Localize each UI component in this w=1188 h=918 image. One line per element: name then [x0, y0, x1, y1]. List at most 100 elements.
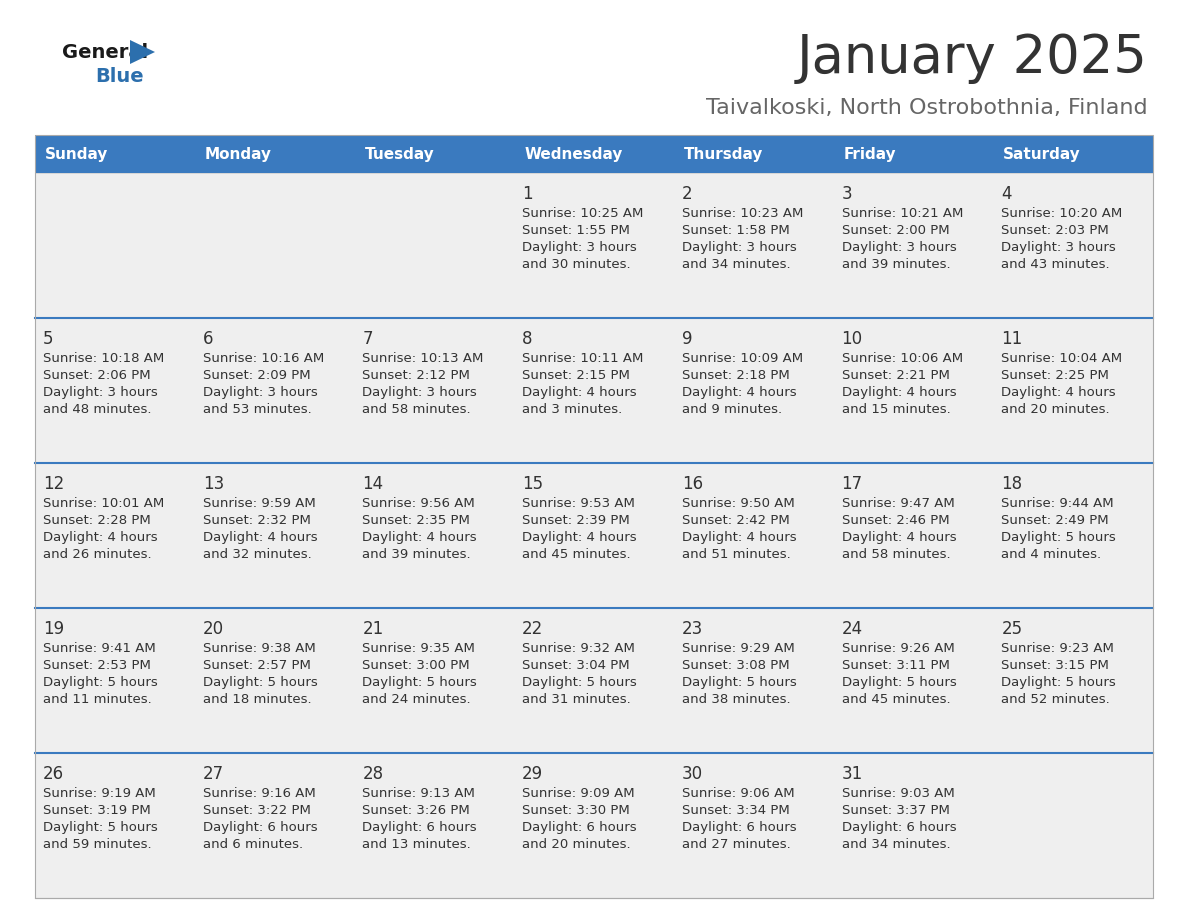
Text: Sunrise: 9:29 AM: Sunrise: 9:29 AM — [682, 642, 795, 655]
Text: and 30 minutes.: and 30 minutes. — [523, 258, 631, 271]
Text: Sunrise: 9:23 AM: Sunrise: 9:23 AM — [1001, 642, 1114, 655]
Text: 29: 29 — [523, 765, 543, 783]
Text: January 2025: January 2025 — [797, 32, 1148, 84]
Bar — [514, 608, 674, 753]
Bar — [514, 753, 674, 898]
Text: Daylight: 4 hours: Daylight: 4 hours — [523, 386, 637, 399]
Bar — [834, 173, 993, 318]
Text: Daylight: 6 hours: Daylight: 6 hours — [203, 821, 317, 834]
Text: 18: 18 — [1001, 475, 1023, 493]
Text: Sunset: 2:46 PM: Sunset: 2:46 PM — [841, 514, 949, 527]
Text: Taivalkoski, North Ostrobothnia, Finland: Taivalkoski, North Ostrobothnia, Finland — [707, 98, 1148, 118]
Text: and 39 minutes.: and 39 minutes. — [841, 258, 950, 271]
Text: and 48 minutes.: and 48 minutes. — [43, 403, 152, 416]
Bar — [514, 318, 674, 463]
Text: Daylight: 3 hours: Daylight: 3 hours — [1001, 241, 1116, 254]
Text: 16: 16 — [682, 475, 703, 493]
Text: Daylight: 4 hours: Daylight: 4 hours — [841, 531, 956, 544]
Bar — [354, 318, 514, 463]
Text: and 58 minutes.: and 58 minutes. — [841, 548, 950, 561]
Text: Sunrise: 9:13 AM: Sunrise: 9:13 AM — [362, 787, 475, 800]
Bar — [674, 318, 834, 463]
Text: 1: 1 — [523, 185, 532, 203]
Text: Sunset: 1:58 PM: Sunset: 1:58 PM — [682, 224, 790, 237]
Text: Sunset: 3:15 PM: Sunset: 3:15 PM — [1001, 659, 1110, 672]
Bar — [34, 135, 1154, 173]
Text: Thursday: Thursday — [684, 147, 763, 162]
Text: Daylight: 3 hours: Daylight: 3 hours — [362, 386, 478, 399]
Text: Sunrise: 9:32 AM: Sunrise: 9:32 AM — [523, 642, 636, 655]
Text: 9: 9 — [682, 330, 693, 348]
Text: 12: 12 — [43, 475, 64, 493]
Text: Sunset: 2:28 PM: Sunset: 2:28 PM — [43, 514, 151, 527]
Text: Sunrise: 10:18 AM: Sunrise: 10:18 AM — [43, 352, 164, 365]
Text: Sunrise: 9:41 AM: Sunrise: 9:41 AM — [43, 642, 156, 655]
Text: and 20 minutes.: and 20 minutes. — [523, 838, 631, 851]
Text: and 15 minutes.: and 15 minutes. — [841, 403, 950, 416]
Text: Sunset: 2:39 PM: Sunset: 2:39 PM — [523, 514, 630, 527]
Bar — [993, 608, 1154, 753]
Text: 7: 7 — [362, 330, 373, 348]
Text: and 11 minutes.: and 11 minutes. — [43, 693, 152, 706]
Text: and 59 minutes.: and 59 minutes. — [43, 838, 152, 851]
Text: Friday: Friday — [843, 147, 896, 162]
Bar — [993, 173, 1154, 318]
Bar — [674, 753, 834, 898]
Text: Saturday: Saturday — [1004, 147, 1081, 162]
Text: 31: 31 — [841, 765, 862, 783]
Text: and 6 minutes.: and 6 minutes. — [203, 838, 303, 851]
Bar — [354, 608, 514, 753]
Text: Sunset: 3:22 PM: Sunset: 3:22 PM — [203, 804, 310, 817]
Text: 2: 2 — [682, 185, 693, 203]
Text: and 32 minutes.: and 32 minutes. — [203, 548, 311, 561]
Text: and 51 minutes.: and 51 minutes. — [682, 548, 790, 561]
Text: 20: 20 — [203, 620, 223, 638]
Bar — [34, 173, 195, 318]
Text: Sunrise: 9:26 AM: Sunrise: 9:26 AM — [841, 642, 954, 655]
Text: Sunset: 3:34 PM: Sunset: 3:34 PM — [682, 804, 790, 817]
Text: Sunrise: 10:23 AM: Sunrise: 10:23 AM — [682, 207, 803, 220]
Text: Wednesday: Wednesday — [524, 147, 623, 162]
Text: 13: 13 — [203, 475, 225, 493]
Text: Sunset: 2:57 PM: Sunset: 2:57 PM — [203, 659, 310, 672]
Text: 23: 23 — [682, 620, 703, 638]
Text: Sunrise: 9:19 AM: Sunrise: 9:19 AM — [43, 787, 156, 800]
Text: Sunset: 2:49 PM: Sunset: 2:49 PM — [1001, 514, 1108, 527]
Text: 22: 22 — [523, 620, 543, 638]
Text: and 20 minutes.: and 20 minutes. — [1001, 403, 1110, 416]
Bar — [674, 463, 834, 608]
Text: Sunrise: 10:01 AM: Sunrise: 10:01 AM — [43, 497, 164, 510]
Text: and 38 minutes.: and 38 minutes. — [682, 693, 790, 706]
Text: 21: 21 — [362, 620, 384, 638]
Text: Sunset: 2:18 PM: Sunset: 2:18 PM — [682, 369, 790, 382]
Text: Sunset: 2:42 PM: Sunset: 2:42 PM — [682, 514, 790, 527]
Text: 24: 24 — [841, 620, 862, 638]
Text: Sunrise: 10:11 AM: Sunrise: 10:11 AM — [523, 352, 644, 365]
Bar — [34, 753, 195, 898]
Text: Sunset: 2:06 PM: Sunset: 2:06 PM — [43, 369, 151, 382]
Text: Daylight: 4 hours: Daylight: 4 hours — [1001, 386, 1116, 399]
Text: Sunset: 3:37 PM: Sunset: 3:37 PM — [841, 804, 949, 817]
Text: Daylight: 4 hours: Daylight: 4 hours — [203, 531, 317, 544]
Text: and 53 minutes.: and 53 minutes. — [203, 403, 311, 416]
Text: Daylight: 6 hours: Daylight: 6 hours — [841, 821, 956, 834]
Text: Sunrise: 9:50 AM: Sunrise: 9:50 AM — [682, 497, 795, 510]
Text: and 39 minutes.: and 39 minutes. — [362, 548, 472, 561]
Text: Daylight: 5 hours: Daylight: 5 hours — [1001, 531, 1116, 544]
Bar — [195, 173, 354, 318]
Text: 25: 25 — [1001, 620, 1023, 638]
Text: 4: 4 — [1001, 185, 1012, 203]
Text: Daylight: 5 hours: Daylight: 5 hours — [43, 821, 158, 834]
Text: Sunrise: 10:13 AM: Sunrise: 10:13 AM — [362, 352, 484, 365]
Text: Daylight: 3 hours: Daylight: 3 hours — [841, 241, 956, 254]
Text: 5: 5 — [43, 330, 53, 348]
Text: Sunrise: 10:16 AM: Sunrise: 10:16 AM — [203, 352, 324, 365]
Bar — [195, 463, 354, 608]
Text: Daylight: 5 hours: Daylight: 5 hours — [841, 676, 956, 689]
Text: and 31 minutes.: and 31 minutes. — [523, 693, 631, 706]
Text: Sunset: 3:26 PM: Sunset: 3:26 PM — [362, 804, 470, 817]
Bar — [354, 463, 514, 608]
Text: Sunset: 3:30 PM: Sunset: 3:30 PM — [523, 804, 630, 817]
Text: Sunset: 2:35 PM: Sunset: 2:35 PM — [362, 514, 470, 527]
Text: 28: 28 — [362, 765, 384, 783]
